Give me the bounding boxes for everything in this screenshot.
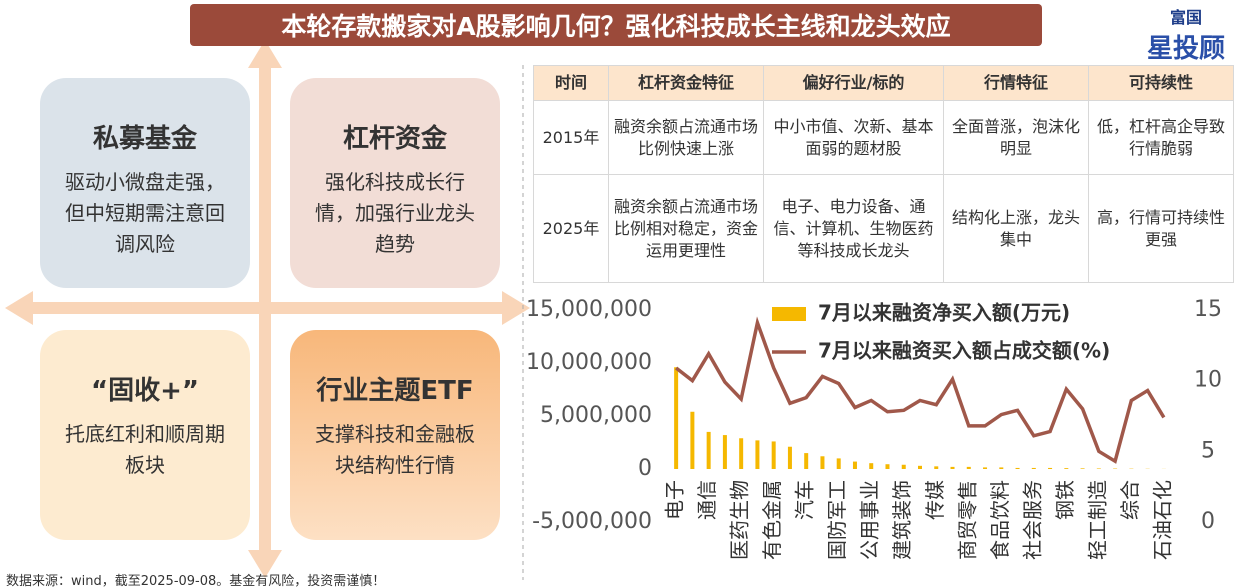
- table-cell: 2025年: [533, 174, 609, 283]
- bar: [852, 461, 857, 469]
- bar: [706, 431, 711, 469]
- quadrant-text: 托底红利和顺周期板块: [65, 422, 225, 477]
- bar: [885, 464, 890, 469]
- bar: [820, 456, 825, 469]
- bar: [934, 466, 939, 469]
- bar: [950, 466, 955, 469]
- bar: [966, 466, 971, 469]
- table-cell: 2015年: [533, 99, 609, 176]
- x-tick-label: 食品饮料: [988, 480, 1012, 560]
- bar: [1048, 467, 1053, 469]
- y-tick-label: -5,000,000: [532, 509, 652, 534]
- quadrant: 杠杆资金强化科技成长行情，加强行业龙头趋势: [290, 78, 500, 288]
- x-tick-label: 石油石化: [1150, 480, 1174, 560]
- table-cell: 融资余额占流通市场比例快速上涨: [608, 99, 764, 176]
- quadrant: 行业主题ETF 支撑科技和金融板块结构性行情: [290, 330, 500, 540]
- x-tick-label: 建筑装饰: [890, 480, 914, 560]
- arrow-head: [502, 291, 530, 325]
- bar: [739, 438, 744, 469]
- table-header-row: 时间 杠杆资金特征 偏好行业/标的 行情特征 可持续性: [533, 65, 1234, 101]
- y2-tick-label: 0: [1201, 509, 1215, 534]
- table-cell: 中小市值、次新、基本面弱的题材股: [763, 99, 944, 176]
- bar: [836, 458, 841, 469]
- x-tick-label: 传媒: [923, 480, 947, 520]
- table-cell: 结构化上涨，龙头集中: [943, 174, 1089, 283]
- bar: [755, 440, 760, 469]
- x-tick-label: 公用事业: [858, 480, 882, 560]
- bar: [999, 467, 1004, 469]
- y2-tick-label: 15: [1194, 297, 1222, 322]
- table-row: 2025年 融资余额占流通市场比例相对稳定，资金运用更理性 电子、电力设备、通信、计…: [533, 174, 1234, 283]
- table-header-cell: 行情特征: [943, 65, 1089, 101]
- bar: [918, 465, 922, 469]
- table-cell: 高，行情可持续性更强: [1088, 174, 1234, 283]
- bar: [869, 463, 874, 469]
- line: [675, 316, 1166, 464]
- table-row: 2015年 融资余额占流通市场比例快速上涨 中小市值、次新、基本面弱的题材股 全面普涨…: [533, 99, 1234, 176]
- logo-bottom: 星投顾: [1146, 34, 1225, 64]
- title: 本轮存款搬家对A股影响几何？强化科技成长主线和龙头效应: [190, 4, 1042, 46]
- bar: [1015, 467, 1020, 469]
- bar: [1031, 467, 1036, 469]
- x-tick-label: 国防军工: [825, 480, 849, 560]
- x-tick-label: 通信: [695, 480, 719, 520]
- logo-top: 富国: [1169, 8, 1202, 27]
- quadrant-title: 杠杆资金: [342, 124, 447, 154]
- legend-label: 7月以来融资买入额占成交额(%): [818, 339, 1110, 363]
- bar: [722, 435, 727, 469]
- table-cell: 全面普涨，泡沫化明显: [943, 99, 1089, 176]
- bar: [674, 367, 679, 469]
- bar: [1080, 468, 1085, 469]
- y-tick-label: 10,000,000: [526, 350, 652, 375]
- bar: [690, 411, 695, 469]
- logo: 富国 星投顾: [1147, 4, 1225, 65]
- x-tick-label: 有色金属: [760, 480, 784, 560]
- x-tick-label: 汽车: [793, 480, 817, 520]
- bar: [1064, 468, 1069, 469]
- y-tick-label: 0: [638, 456, 652, 481]
- arrow-head: [5, 291, 33, 325]
- bar: [771, 441, 776, 469]
- table-header-cell: 可持续性: [1088, 65, 1234, 101]
- quadrant-text: 驱动小微盘走强，但中短期需注意回调风险: [65, 170, 225, 256]
- table-header-cell: 杠杆资金特征: [608, 65, 764, 101]
- bar: [804, 453, 809, 469]
- bar: [983, 467, 988, 469]
- x-tick-label: 轻工制造: [1085, 480, 1109, 560]
- y-tick-label: 5,000,000: [540, 403, 652, 428]
- quadrant: “固收+” 托底红利和顺周期板块: [40, 330, 250, 540]
- bar: [1096, 468, 1101, 469]
- legend-swatch: [772, 307, 806, 321]
- table-cell: 电子、电力设备、通信、计算机、生物医药等科技成长龙头: [763, 174, 944, 283]
- bar: [901, 464, 906, 469]
- arrow-head: [248, 550, 282, 578]
- arrow-head: [248, 40, 282, 68]
- footer: 数据来源：wind，截至2025-09-08。基金有风险，投资需谨慎！: [6, 574, 386, 588]
- table-header-cell: 时间: [533, 65, 609, 101]
- quadrant-title: 私募基金: [92, 124, 197, 154]
- legend-label: 7月以来融资净买入额(万元): [818, 301, 1070, 325]
- table-cell: 低，杠杆高企导致行情脆弱: [1088, 99, 1234, 176]
- x-tick-label: 电子: [663, 480, 687, 520]
- quadrant-text: 支撑科技和金融板块结构性行情: [315, 422, 475, 477]
- y2-tick-label: 10: [1194, 368, 1222, 393]
- quadrant: 私募基金驱动小微盘走强，但中短期需注意回调风险: [40, 78, 250, 288]
- x-tick-label: 钢铁: [1053, 480, 1077, 520]
- quadrant-title: 行业主题ETF: [316, 376, 474, 406]
- table: 时间 杠杆资金特征 偏好行业/标的 行情特征 可持续性 2015年 融资余额占流通市场比例快…: [533, 65, 1234, 283]
- quadrant-title: “固收+”: [91, 376, 199, 406]
- y-tick-label: 15,000,000: [526, 297, 652, 322]
- x-tick-label: 社会服务: [1020, 480, 1044, 560]
- table-cell: 融资余额占流通市场比例相对稳定，资金运用更理性: [608, 174, 764, 283]
- x-tick-label: 医药生物: [728, 480, 752, 560]
- table-header-cell: 偏好行业/标的: [763, 65, 944, 101]
- y2-tick-label: 5: [1201, 438, 1215, 463]
- x-tick-label: 综合: [1118, 480, 1142, 520]
- quadrant-text: 强化科技成长行情，加强行业龙头趋势: [315, 170, 475, 256]
- x-tick-label: 商贸零售: [955, 480, 979, 560]
- bar: [787, 446, 792, 469]
